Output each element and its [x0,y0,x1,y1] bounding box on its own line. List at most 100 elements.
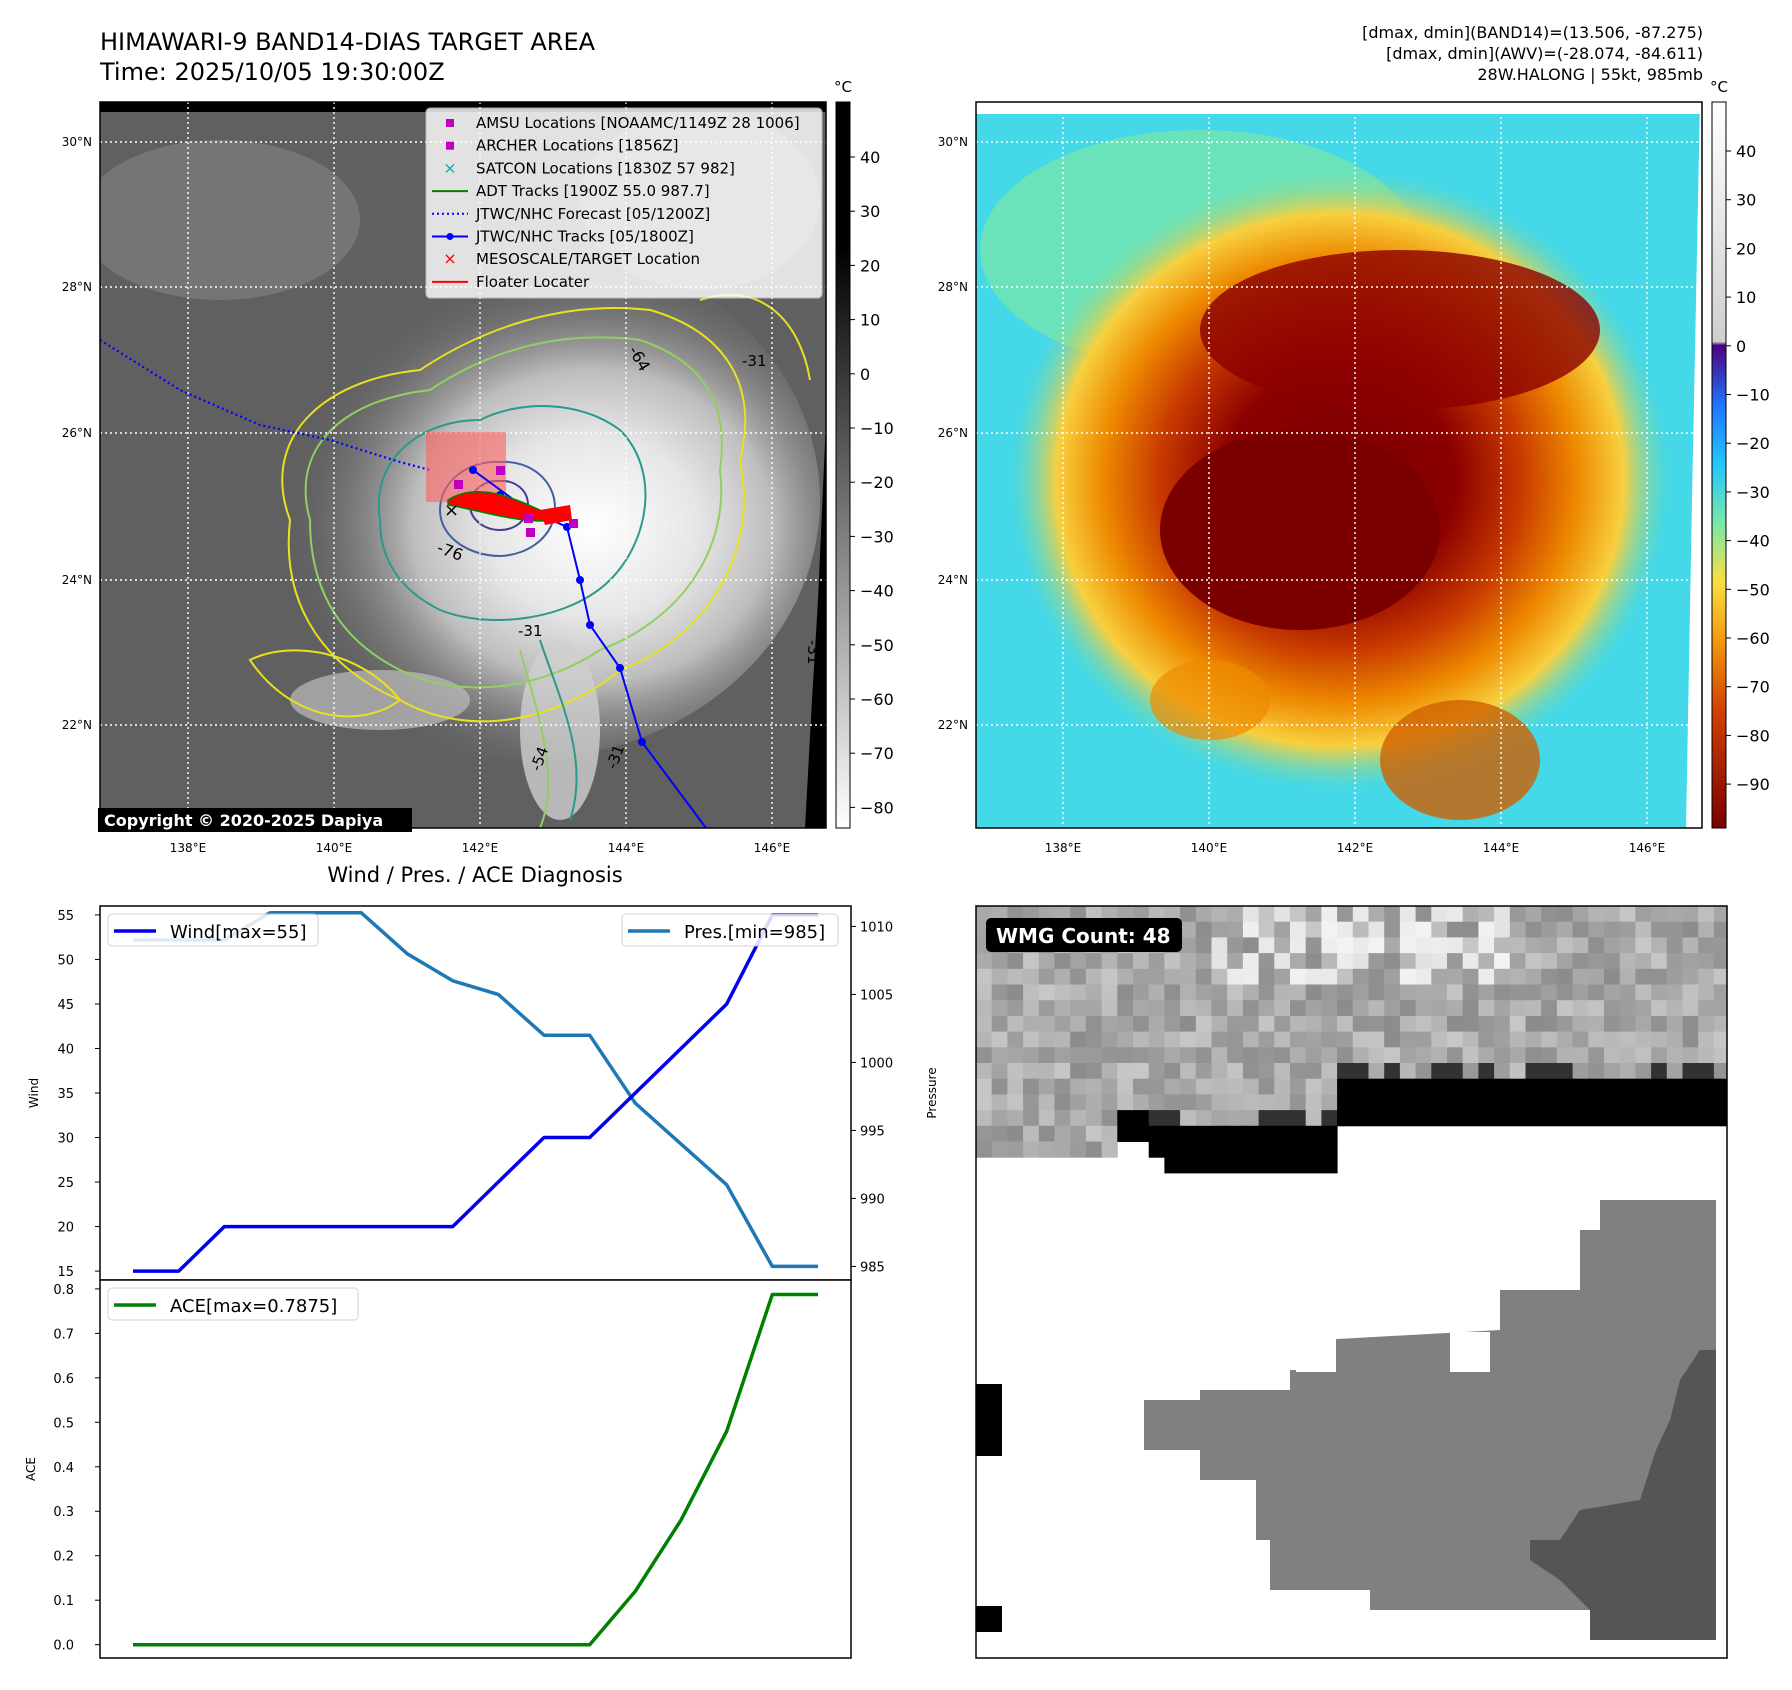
lon-label: 138°E [170,841,207,855]
legend-label: AMSU Locations [NOAAMC/1149Z 28 1006] [476,114,800,132]
awv-colorbar-tick-label: −50 [1736,580,1770,599]
lat-label: 26°N [938,426,968,440]
lat-label: 30°N [62,135,92,149]
awv-colorbar-tick-label: 30 [1736,191,1756,210]
lon-label: 140°E [316,841,353,855]
lon-label: 142°E [462,841,499,855]
awv-colorbar-tick-label: 40 [1736,142,1756,161]
awv-colorbar-tick-label: −90 [1736,775,1770,794]
wind-tick-label: 55 [57,909,74,924]
ace-tick-label: 0.6 [53,1372,74,1387]
ir-panel: -64 -76 -31 -31 -31 -54 -31 [98,78,894,832]
ir-colorbar-tick-label: −30 [860,527,894,546]
ir-colorbar-tick-label: −10 [860,419,894,438]
wmg-count: WMG Count: 48 [996,924,1171,948]
lon-label: 140°E [1191,841,1228,855]
pressure-tick-label: 985 [860,1260,885,1275]
band14-stats: [dmax, dmin](BAND14)=(13.506, -87.275) [1362,23,1703,42]
ace-legend-label: ACE[max=0.7875] [170,1296,337,1317]
wind-tick-label: 25 [57,1176,74,1191]
ir-colorbar-tick-label: 30 [860,202,880,221]
diag-panel: 55 50 45 40 35 30 25 20 15 1010 1005 1000 995 990 985… [24,905,939,1659]
legend-label: JTWC/NHC Forecast [05/1200Z] [475,205,710,223]
legend-marker [446,141,454,150]
legend-label: MESOSCALE/TARGET Location [476,250,700,268]
wind-tick-label: 50 [57,953,74,968]
wind-tick-label: 20 [57,1221,74,1236]
legend-marker: × [443,158,456,177]
ir-colorbar-tick-label: −80 [860,798,894,817]
pressure-tick-label: 995 [860,1124,885,1139]
lat-label: 30°N [938,135,968,149]
wind-tick-label: 30 [57,1132,74,1147]
awv-colorbar-tick-label: 20 [1736,239,1756,258]
awv-colorbar-tick-label: −20 [1736,434,1770,453]
ace-tick-label: 0.5 [53,1416,74,1431]
lat-label: 28°N [62,280,92,294]
lat-label: 24°N [62,573,92,587]
awv-colorbar-tick-label: −70 [1736,678,1770,697]
legend-label: ARCHER Locations [1856Z] [476,137,679,155]
legend-label: SATCON Locations [1830Z 57 982] [476,159,735,177]
contour-label: -31 [742,352,767,370]
lat-label: 22°N [938,718,968,732]
lon-label: 146°E [1629,841,1666,855]
wmg-panel: WMG Count: 48 [975,905,1728,1659]
lon-label: 138°E [1045,841,1082,855]
ir-legend: AMSU Locations [NOAAMC/1149Z 28 1006] ARC… [425,107,823,299]
ace-line [133,1292,818,1647]
ace-tick-label: 0.4 [53,1461,74,1476]
wind-legend-label: Wind[max=55] [170,922,307,943]
legend-label: Floater Locater [476,273,590,291]
awv-colorbar-unit: °C [1710,78,1728,96]
ir-colorbar-tick-label: 0 [860,365,870,384]
awv-colorbar-tick-label: −30 [1736,483,1770,502]
pressure-axis-label: Pressure [925,1067,939,1118]
wind-axis-label: Wind [27,1078,41,1108]
awv-colorbar-tick-label: 10 [1736,288,1756,307]
ace-tick-label: 0.8 [53,1283,74,1298]
awv-colorbar-tick-label: −40 [1736,532,1770,551]
lat-label: 28°N [938,280,968,294]
pressure-tick-label: 990 [860,1192,885,1207]
lon-label: 144°E [1483,841,1520,855]
ace-axis-label: ACE [24,1457,38,1481]
figure-time: Time: 2025/10/05 19:30:00Z [99,58,445,86]
pressure-legend: Pres.[min=985] [621,913,839,947]
wind-tick-label: 35 [57,1087,74,1102]
awv-colorbar-tick-label: −10 [1736,386,1770,405]
ir-colorbar-unit: °C [834,78,852,96]
ir-colorbar [835,101,851,829]
ir-colorbar-tick-label: 10 [860,311,880,330]
ace-legend: ACE[max=0.7875] [107,1287,359,1321]
ace-tick-label: 0.3 [53,1505,74,1520]
lon-label: 142°E [1337,841,1374,855]
lat-label: 26°N [62,426,92,440]
legend-label: ADT Tracks [1900Z 55.0 987.7] [476,182,710,200]
legend-label: JTWC/NHC Tracks [05/1800Z] [475,228,694,246]
awv-stats: [dmax, dmin](AWV)=(-28.074, -84.611) [1386,44,1703,63]
contour-label: -31 [518,622,543,640]
contour-label: -31 [804,640,822,665]
legend-marker [446,233,454,240]
pressure-tick-label: 1005 [860,988,893,1003]
ir-colorbar-tick-label: −70 [860,744,894,763]
awv-colorbar-tick-label: −60 [1736,629,1770,648]
ace-tick-label: 0.0 [53,1639,74,1654]
diag-title: Wind / Pres. / ACE Diagnosis [327,863,622,887]
legend-marker: × [443,249,456,268]
ir-colorbar-tick-label: 40 [860,148,880,167]
awv-colorbar [1711,101,1727,829]
lon-label: 146°E [754,841,791,855]
lat-label: 22°N [62,718,92,732]
wind-line [133,913,818,1273]
ace-tick-label: 0.1 [53,1594,74,1609]
awv-colorbar-tick-label: −80 [1736,726,1770,745]
wind-tick-label: 15 [57,1265,74,1280]
figure-title: HIMAWARI-9 BAND14-DIAS TARGET AREA [100,28,596,56]
wind-tick-label: 40 [57,1042,74,1057]
legend-marker [446,119,454,127]
wind-legend: Wind[max=55] [107,913,319,947]
wind-tick-label: 45 [57,998,74,1013]
